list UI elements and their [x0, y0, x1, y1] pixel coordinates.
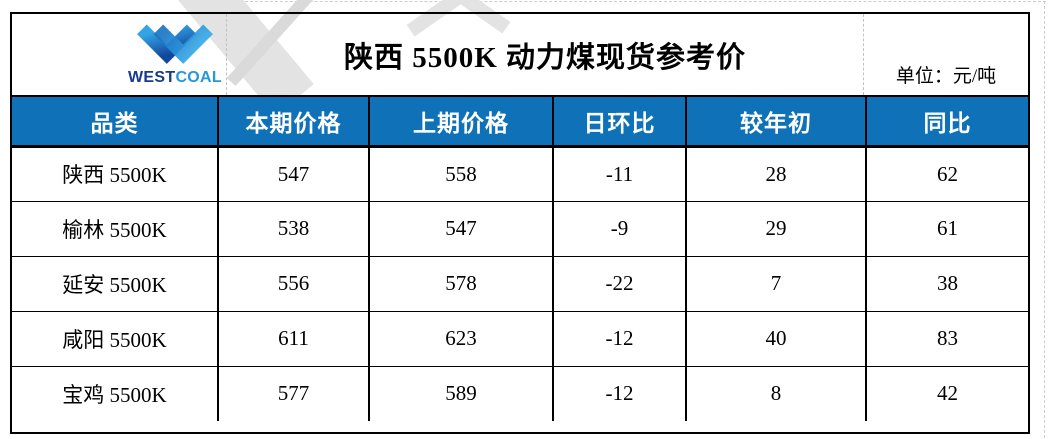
cell-day-over-day: -12	[552, 310, 686, 366]
cell-vs-year-start: 29	[685, 200, 866, 256]
cell-previous-price: 547	[368, 200, 553, 256]
title-cell: 陕西 5500K 动力煤现货参考价	[227, 14, 863, 95]
price-table: 品类 本期价格 上期价格 日环比 较年初 同比 陕西 5500K 547 558…	[12, 97, 1028, 421]
table-row: 咸阳 5500K 611 623 -12 40 83	[12, 310, 1028, 366]
table-row: 宝鸡 5500K 577 589 -12 8 42	[12, 365, 1028, 421]
cell-year-over-year: 83	[865, 310, 1028, 366]
cell-day-over-day: -9	[552, 200, 686, 256]
cell-vs-year-start: 40	[685, 310, 866, 366]
price-table-sheet: WESTCOAL 陕西 5500K 动力煤现货参考价 单位：元/吨 品类 本期价…	[10, 12, 1030, 434]
col-header-previous-price: 上期价格	[368, 97, 553, 148]
cell-vs-year-start: 28	[685, 146, 866, 201]
cell-current-price: 547	[217, 146, 369, 201]
cell-category: 宝鸡 5500K	[12, 365, 218, 421]
unit-cell: 单位：元/吨	[863, 14, 1028, 95]
cell-category: 陕西 5500K	[12, 146, 218, 201]
cell-day-over-day: -12	[552, 365, 686, 421]
unit-label: 单位：元/吨	[895, 66, 997, 87]
logo-text-west: WEST	[128, 69, 176, 86]
westcoal-logo: WESTCOAL	[128, 23, 222, 86]
cell-category: 咸阳 5500K	[12, 310, 218, 366]
cell-previous-price: 623	[368, 310, 553, 366]
cell-category: 延安 5500K	[12, 255, 218, 311]
page-break-line-vertical	[1044, 1, 1045, 438]
westcoal-logo-text: WESTCOAL	[128, 70, 222, 86]
col-header-year-over-year: 同比	[865, 97, 1028, 148]
col-header-vs-year-start: 较年初	[685, 97, 866, 148]
page-title: 陕西 5500K 动力煤现货参考价	[343, 41, 747, 74]
cell-current-price: 577	[217, 365, 369, 421]
cell-year-over-year: 61	[865, 200, 1028, 256]
cell-current-price: 538	[217, 200, 369, 256]
westcoal-w-icon	[137, 24, 213, 64]
col-header-category: 品类	[12, 97, 218, 148]
cell-year-over-year: 62	[865, 146, 1028, 201]
col-header-day-over-day: 日环比	[552, 97, 686, 148]
cell-previous-price: 589	[368, 365, 553, 421]
table-row: 榆林 5500K 538 547 -9 29 61	[12, 200, 1028, 256]
cell-year-over-year: 38	[865, 255, 1028, 311]
cell-year-over-year: 42	[865, 365, 1028, 421]
logo-cell: WESTCOAL	[12, 14, 227, 95]
logo-text-coal: COAL	[175, 69, 222, 86]
col-header-current-price: 本期价格	[217, 97, 369, 148]
cell-day-over-day: -11	[552, 146, 686, 201]
table-row: 延安 5500K 556 578 -22 7 38	[12, 255, 1028, 311]
cell-current-price: 611	[217, 310, 369, 366]
page-break-line-horizontal	[210, 1, 1046, 2]
cell-vs-year-start: 8	[685, 365, 866, 421]
title-row: WESTCOAL 陕西 5500K 动力煤现货参考价 单位：元/吨	[12, 14, 1028, 97]
cell-day-over-day: -22	[552, 255, 686, 311]
cell-current-price: 556	[217, 255, 369, 311]
header-row: 品类 本期价格 上期价格 日环比 较年初 同比	[12, 97, 1028, 148]
cell-vs-year-start: 7	[685, 255, 866, 311]
cell-category: 榆林 5500K	[12, 200, 218, 256]
cell-previous-price: 578	[368, 255, 553, 311]
table-row: 陕西 5500K 547 558 -11 28 62	[12, 146, 1028, 201]
cell-previous-price: 558	[368, 146, 553, 201]
